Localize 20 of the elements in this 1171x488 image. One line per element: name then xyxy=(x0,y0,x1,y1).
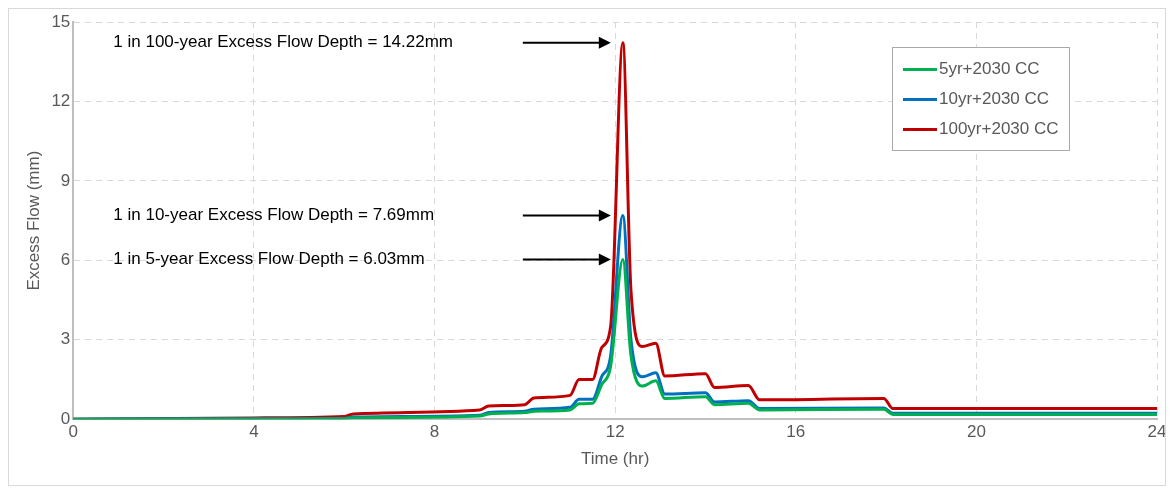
x-tick-label: 16 xyxy=(786,422,806,442)
y-axis-title: Excess Flow (mm) xyxy=(23,150,43,291)
x-tick-label: 4 xyxy=(249,422,259,442)
y-tick-label: 12 xyxy=(51,91,71,111)
legend-label: 5yr+2030 CC xyxy=(939,59,1040,79)
x-tick-label: 8 xyxy=(429,422,440,442)
annotation: 1 in 10-year Excess Flow Depth = 7.69mm xyxy=(113,205,435,225)
x-tick-label: 12 xyxy=(605,422,625,442)
x-tick-label: 20 xyxy=(966,422,986,442)
y-tick-label: 6 xyxy=(60,250,71,270)
legend-label: 100yr+2030 CC xyxy=(939,119,1059,139)
y-tick-label: 9 xyxy=(60,170,71,190)
y-tick-label: 3 xyxy=(60,329,71,349)
annotation: 1 in 100-year Excess Flow Depth = 14.22mm xyxy=(113,32,453,52)
y-tick-label: 0 xyxy=(60,408,71,428)
x-tick-label: 24 xyxy=(1147,422,1167,442)
legend-label: 10yr+2030 CC xyxy=(939,89,1050,109)
annotation: 1 in 5-year Excess Flow Depth = 6.03mm xyxy=(113,249,425,269)
y-tick-label: 15 xyxy=(51,11,71,31)
x-axis-title: Time (hr) xyxy=(581,449,650,469)
